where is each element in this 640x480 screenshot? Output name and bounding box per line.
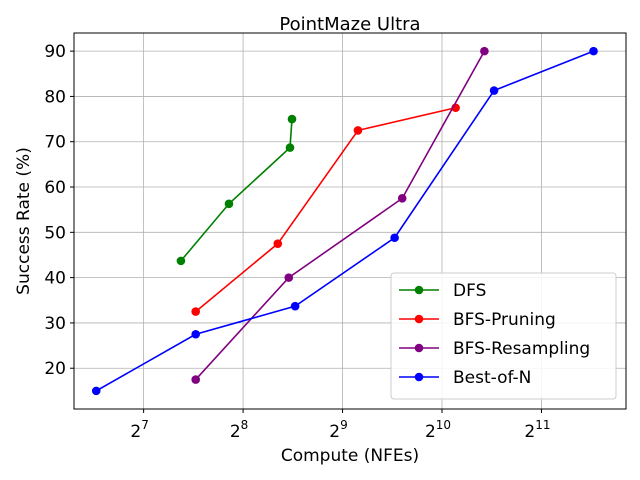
- data-point-best-of-n: [589, 46, 598, 56]
- y-tick-label: 70: [44, 133, 66, 153]
- y-tick-label: 60: [44, 178, 66, 198]
- y-tick-label: 30: [44, 314, 66, 334]
- y-tick-label: 90: [44, 42, 66, 62]
- x-tick-exponent: 7: [141, 418, 149, 432]
- x-axis-label: Compute (NFEs): [281, 446, 419, 466]
- data-point-bfs-resampling: [480, 46, 489, 56]
- x-tick-exponent: 8: [241, 418, 249, 432]
- x-tick-base: 2: [329, 422, 340, 442]
- x-tick-exponent: 10: [436, 418, 451, 432]
- legend-marker: [414, 343, 424, 353]
- series-bfs-pruning: [191, 103, 460, 316]
- data-point-bfs-resampling: [191, 375, 200, 384]
- legend-label: BFS-Resampling: [453, 339, 590, 359]
- series-line-best-of-n: [95, 50, 594, 392]
- x-tick-base: 2: [130, 422, 141, 442]
- series-layer: [91, 46, 598, 396]
- data-point-dfs: [176, 256, 186, 266]
- series-bfs-resampling: [191, 46, 489, 384]
- chart-title: PointMaze Ultra: [279, 14, 420, 35]
- data-point-dfs: [287, 114, 297, 124]
- data-point-dfs: [224, 199, 234, 209]
- data-point-best-of-n: [390, 233, 399, 243]
- y-tick-label: 50: [44, 223, 66, 243]
- data-point-bfs-pruning: [273, 239, 283, 248]
- x-tick-base: 2: [425, 422, 436, 442]
- series-line-bfs-pruning: [195, 106, 456, 313]
- x-tick-label: 29: [329, 418, 347, 442]
- data-point-bfs-resampling: [284, 273, 294, 282]
- legend-marker: [414, 314, 424, 324]
- series-best-of-n: [91, 46, 598, 396]
- x-tick-exponent: 11: [535, 418, 550, 432]
- y-tick-label: 20: [44, 359, 66, 379]
- series-line-bfs-resampling: [195, 50, 486, 381]
- series-line-dfs: [180, 119, 293, 262]
- x-tick-label: 210: [425, 418, 451, 442]
- data-point-bfs-resampling: [397, 194, 407, 203]
- legend-label: DFS: [453, 281, 486, 301]
- data-point-best-of-n: [290, 301, 300, 311]
- legend-label: Best-of-N: [453, 368, 531, 388]
- x-tick-base: 2: [230, 422, 241, 442]
- x-tick-label: 27: [130, 418, 148, 442]
- y-tick-label: 80: [44, 87, 66, 107]
- data-point-best-of-n: [489, 86, 499, 95]
- legend-label: BFS-Pruning: [453, 310, 556, 330]
- x-tick-label: 211: [524, 418, 550, 442]
- data-point-bfs-pruning: [191, 307, 200, 316]
- legend-marker: [414, 372, 424, 382]
- data-point-best-of-n: [91, 386, 101, 396]
- data-point-bfs-pruning: [353, 126, 363, 135]
- legend-box: [390, 272, 617, 400]
- y-tick-label: 40: [44, 269, 66, 289]
- x-tick-exponent: 9: [340, 418, 348, 432]
- legend: DFS BFS-Pruning BFS-Resampling Best-of-N: [390, 272, 617, 400]
- data-point-best-of-n: [191, 329, 200, 339]
- y-axis-label: Success Rate (%): [14, 147, 34, 295]
- x-tick-base: 2: [524, 422, 535, 442]
- data-point-dfs: [285, 143, 295, 152]
- series-dfs: [176, 114, 297, 266]
- plot-frame: [73, 32, 627, 410]
- legend-marker: [414, 285, 424, 295]
- x-tick-label: 28: [230, 418, 248, 442]
